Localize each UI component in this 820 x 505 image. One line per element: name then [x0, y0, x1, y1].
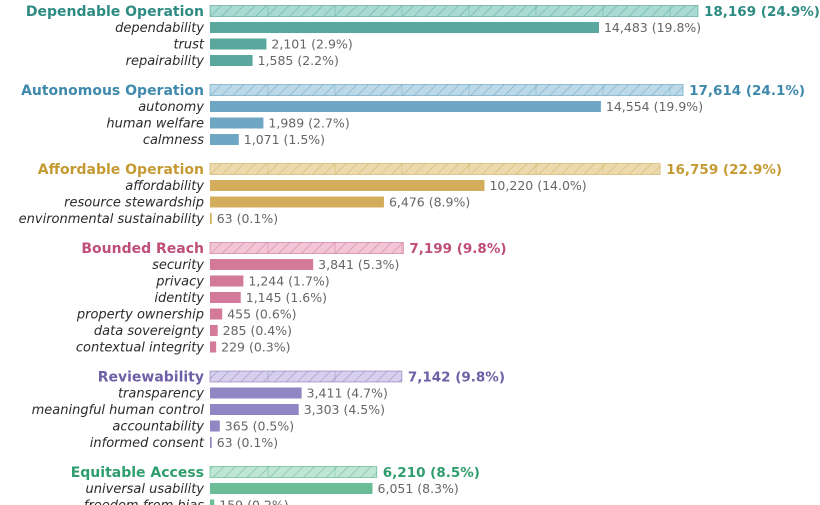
group-label-autonomous-operation: Autonomous Operation	[21, 83, 204, 99]
item-label-data-sovereignty: data sovereignty	[94, 324, 204, 339]
bar-autonomy	[210, 101, 601, 112]
group-label-reviewability: Reviewability	[98, 370, 204, 386]
bar-property-ownership	[210, 308, 223, 320]
bar-calmness	[210, 134, 239, 145]
bar-security	[210, 259, 314, 270]
item-label-property-ownership: property ownership	[76, 308, 204, 323]
group-bar-affordable-operation	[209, 163, 661, 175]
item-value-identity: 1,145 (1.6%)	[246, 290, 327, 305]
group-label-affordable-operation: Affordable Operation	[38, 162, 204, 178]
item-label-universal-usability: universal usability	[86, 482, 205, 497]
bar-transparency	[210, 387, 302, 399]
group-label-bounded-reach: Bounded Reach	[81, 241, 204, 257]
bar-meaningful-human-control	[210, 404, 299, 415]
item-value-property-ownership: 455 (0.6%)	[227, 307, 296, 322]
item-value-freedom-from-bias: 159 (0.2%)	[219, 498, 288, 505]
bar-repairability	[210, 55, 253, 66]
item-value-privacy: 1,244 (1.7%)	[248, 274, 329, 289]
bar-affordability	[210, 180, 485, 191]
group-value-equitable-access: 6,210 (8.5%)	[383, 465, 480, 481]
item-value-meaningful-human-control: 3,303 (4.5%)	[304, 402, 385, 417]
bar-universal-usability	[210, 483, 373, 494]
item-value-human-welfare: 1,989 (2.7%)	[268, 116, 349, 131]
item-value-data-sovereignty: 285 (0.4%)	[223, 323, 292, 338]
bar-contextual-integrity	[210, 341, 217, 353]
item-label-calmness: calmness	[143, 133, 204, 148]
item-value-trust: 2,101 (2.9%)	[271, 37, 352, 52]
group-bar-autonomous-operation	[209, 84, 684, 96]
group-bar-reviewability	[209, 370, 403, 383]
group-bar-dependable-operation	[209, 5, 699, 17]
item-value-informed-consent: 63 (0.1%)	[217, 435, 278, 450]
group-value-bounded-reach: 7,199 (9.8%)	[409, 241, 506, 257]
item-label-privacy: privacy	[155, 275, 204, 290]
group-label-dependable-operation: Dependable Operation	[26, 4, 204, 20]
group-value-reviewability: 7,142 (9.8%)	[408, 370, 505, 386]
item-value-affordability: 10,220 (14.0%)	[489, 178, 586, 193]
item-label-contextual-integrity: contextual integrity	[76, 341, 204, 356]
item-value-resource-stewardship: 6,476 (8.9%)	[389, 195, 470, 210]
bar-informed-consent	[210, 437, 212, 448]
item-value-transparency: 3,411 (4.7%)	[307, 386, 388, 401]
item-value-autonomy: 14,554 (19.9%)	[606, 99, 703, 114]
group-value-dependable-operation: 18,169 (24.9%)	[704, 4, 820, 20]
bar-human-welfare	[210, 117, 264, 129]
item-label-trust: trust	[173, 38, 204, 53]
group-value-autonomous-operation: 17,614 (24.1%)	[689, 83, 805, 99]
item-value-universal-usability: 6,051 (8.3%)	[378, 481, 459, 496]
bar-dependability	[210, 22, 599, 33]
item-label-security: security	[152, 258, 204, 273]
item-value-repairability: 1,585 (2.2%)	[258, 53, 339, 68]
item-value-dependability: 14,483 (19.8%)	[604, 20, 701, 35]
item-label-human-welfare: human welfare	[106, 117, 204, 132]
bar-environmental-sustainability	[210, 213, 212, 224]
item-label-dependability: dependability	[115, 21, 204, 36]
item-value-environmental-sustainability: 63 (0.1%)	[217, 211, 278, 226]
item-value-calmness: 1,071 (1.5%)	[244, 132, 325, 147]
bar-freedom-from-bias	[210, 499, 215, 505]
item-label-accountability: accountability	[112, 420, 204, 435]
item-value-security: 3,841 (5.3%)	[318, 257, 399, 272]
item-label-informed-consent: informed consent	[90, 436, 205, 451]
bar-privacy	[210, 275, 244, 287]
item-value-accountability: 365 (0.5%)	[225, 419, 294, 434]
group-value-affordable-operation: 16,759 (22.9%)	[666, 162, 782, 178]
group-bar-equitable-access	[209, 466, 378, 478]
item-label-identity: identity	[154, 291, 204, 306]
item-label-autonomy: autonomy	[138, 100, 204, 115]
group-bar-bounded-reach	[209, 242, 404, 254]
item-label-environmental-sustainability: environmental sustainability	[19, 212, 205, 227]
group-label-equitable-access: Equitable Access	[71, 465, 204, 481]
bar-trust	[210, 38, 267, 50]
item-label-resource-stewardship: resource stewardship	[64, 196, 204, 211]
bar-identity	[210, 292, 241, 303]
item-value-contextual-integrity: 229 (0.3%)	[221, 340, 290, 355]
bar-accountability	[210, 420, 220, 432]
item-label-transparency: transparency	[118, 387, 204, 402]
bar-resource-stewardship	[210, 196, 384, 208]
item-label-affordability: affordability	[125, 179, 204, 194]
item-label-meaningful-human-control: meaningful human control	[32, 403, 205, 418]
bar-data-sovereignty	[210, 325, 218, 336]
item-label-repairability: repairability	[126, 54, 205, 69]
item-label-freedom-from-bias: freedom from bias	[84, 499, 204, 505]
